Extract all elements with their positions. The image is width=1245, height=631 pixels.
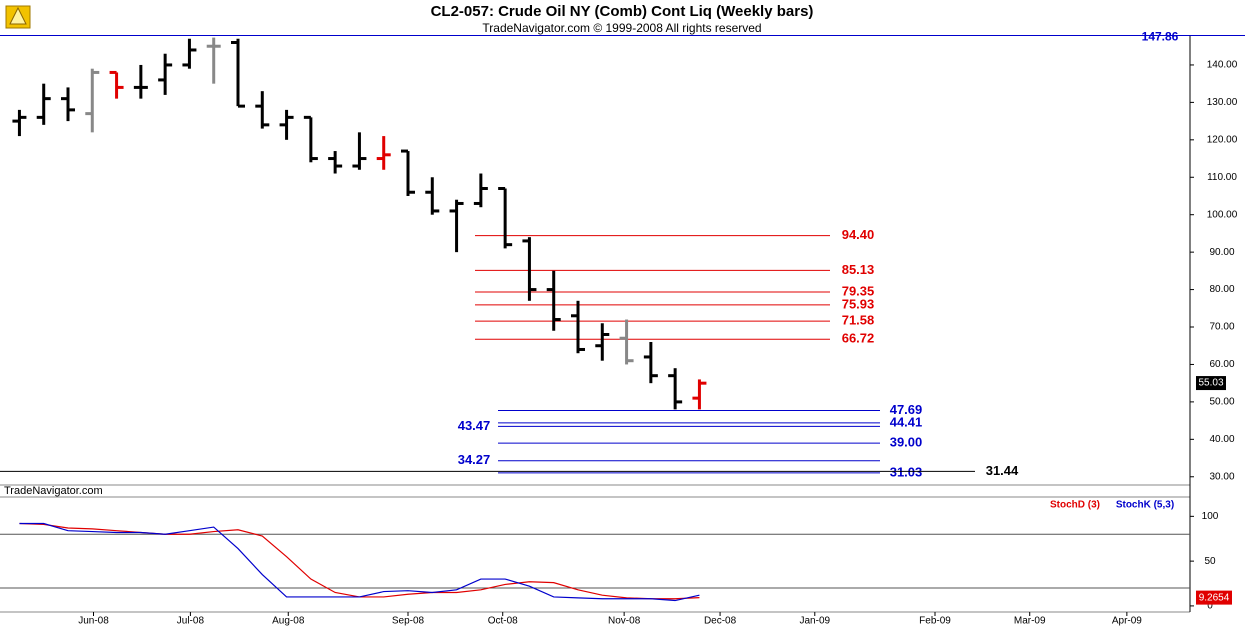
y-tick-label: 50.00 bbox=[1209, 397, 1234, 408]
level-label: 94.40 bbox=[842, 227, 875, 242]
y-tick-label: 60.00 bbox=[1209, 359, 1234, 370]
x-tick-label: Mar-09 bbox=[1014, 616, 1046, 627]
y-tick-label: 110.00 bbox=[1207, 172, 1237, 183]
high-label: 147.86 bbox=[1142, 30, 1179, 44]
x-tick-label: Nov-08 bbox=[608, 616, 641, 627]
x-tick-label: Jan-09 bbox=[799, 616, 830, 627]
last-value-box bbox=[1196, 590, 1232, 605]
legend-entry: StochK (5,3) bbox=[1116, 500, 1174, 511]
level-label: 34.27 bbox=[458, 452, 491, 467]
last-price-box bbox=[1196, 376, 1226, 391]
x-tick-label: Feb-09 bbox=[919, 616, 951, 627]
y-tick-label: 90.00 bbox=[1209, 247, 1234, 258]
x-tick-label: Jul-08 bbox=[177, 616, 205, 627]
logo bbox=[5, 5, 31, 29]
x-tick-label: Sep-08 bbox=[392, 616, 425, 627]
subtitle: TradeNavigator.com © 1999-2008 All right… bbox=[482, 21, 761, 35]
watermark: TradeNavigator.com bbox=[4, 485, 103, 497]
y-tick-label: 50 bbox=[1204, 556, 1216, 567]
level-label: 66.72 bbox=[842, 331, 875, 346]
level-label: 85.13 bbox=[842, 262, 875, 277]
level-label: 71.58 bbox=[842, 313, 875, 328]
y-tick-label: 100.00 bbox=[1207, 209, 1238, 220]
y-tick-label: 140.00 bbox=[1207, 60, 1238, 71]
level-label: 43.47 bbox=[458, 418, 491, 433]
x-tick-label: Dec-08 bbox=[704, 616, 737, 627]
level-label: 31.44 bbox=[986, 463, 1019, 478]
x-tick-label: Aug-08 bbox=[272, 616, 305, 627]
y-tick-label: 40.00 bbox=[1209, 434, 1234, 445]
level-label: 47.69 bbox=[890, 402, 923, 417]
y-tick-label: 120.00 bbox=[1207, 134, 1238, 145]
y-tick-label: 130.00 bbox=[1207, 97, 1238, 108]
y-tick-label: 70.00 bbox=[1209, 322, 1234, 333]
y-tick-label: 0 bbox=[1207, 601, 1213, 612]
y-tick-label: 30.00 bbox=[1209, 471, 1234, 482]
level-label: 44.41 bbox=[890, 414, 923, 429]
level-label: 39.00 bbox=[890, 435, 923, 450]
last-price-label: 55.03 bbox=[1198, 378, 1223, 389]
stoch-line bbox=[19, 522, 700, 602]
level-label: 75.93 bbox=[842, 296, 875, 311]
x-tick-label: Apr-09 bbox=[1112, 616, 1142, 627]
level-label: 79.35 bbox=[842, 283, 875, 298]
chart-title: CL2-057: Crude Oil NY (Comb) Cont Liq (W… bbox=[431, 3, 814, 20]
y-tick-label: 80.00 bbox=[1209, 284, 1234, 295]
x-tick-label: Jun-08 bbox=[78, 616, 109, 627]
legend-entry: StochD (3) bbox=[1050, 500, 1100, 511]
y-tick-label: 100 bbox=[1202, 511, 1219, 522]
x-tick-label: Oct-08 bbox=[488, 616, 518, 627]
last-value-label: 9.2654 bbox=[1199, 592, 1230, 603]
